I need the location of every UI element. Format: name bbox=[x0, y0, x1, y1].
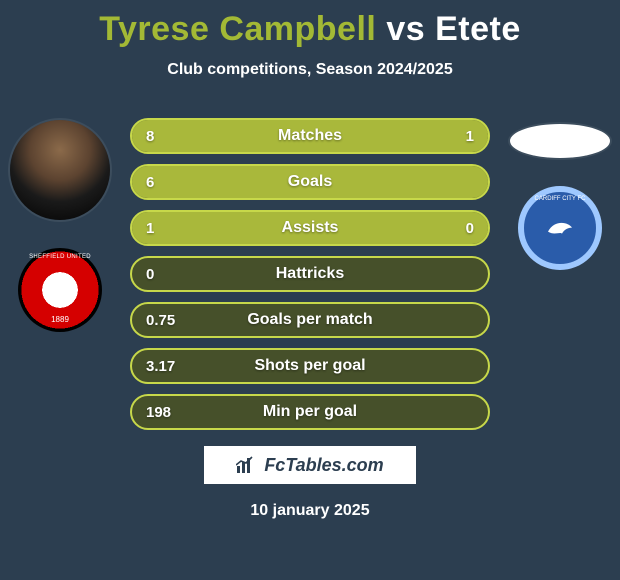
stat-label: Min per goal bbox=[132, 396, 488, 428]
brand-box: FcTables.com bbox=[204, 446, 416, 484]
left-column bbox=[0, 120, 120, 332]
stat-row: 81Matches bbox=[130, 118, 490, 154]
player2-photo bbox=[510, 124, 610, 158]
stat-row: 3.17Shots per goal bbox=[130, 348, 490, 384]
stat-row: 10Assists bbox=[130, 210, 490, 246]
date-label: 10 january 2025 bbox=[0, 502, 620, 520]
bar-chart-icon bbox=[236, 456, 258, 474]
title: Tyrese Campbell vs Etete bbox=[0, 0, 620, 49]
stat-label: Goals per match bbox=[132, 304, 488, 336]
stat-label: Goals bbox=[132, 166, 488, 198]
player2-club-logo bbox=[518, 186, 602, 270]
right-column bbox=[500, 120, 620, 270]
title-vs: vs bbox=[386, 10, 425, 48]
stat-label: Shots per goal bbox=[132, 350, 488, 382]
stat-label: Matches bbox=[132, 120, 488, 152]
stat-row: 0.75Goals per match bbox=[130, 302, 490, 338]
bird-icon bbox=[544, 214, 576, 246]
player1-photo bbox=[10, 120, 110, 220]
stat-row: 198Min per goal bbox=[130, 394, 490, 430]
stat-label: Assists bbox=[132, 212, 488, 244]
player1-club-logo bbox=[18, 248, 102, 332]
brand-text: FcTables.com bbox=[264, 455, 383, 476]
stats-list: 81Matches 6Goals 10Assists 0Hattricks 0.75Go… bbox=[130, 118, 490, 430]
stat-row: 6Goals bbox=[130, 164, 490, 200]
stat-label: Hattricks bbox=[132, 258, 488, 290]
title-player1: Tyrese Campbell bbox=[99, 10, 376, 48]
title-player2: Etete bbox=[435, 10, 521, 48]
subtitle: Club competitions, Season 2024/2025 bbox=[0, 61, 620, 79]
stat-row: 0Hattricks bbox=[130, 256, 490, 292]
